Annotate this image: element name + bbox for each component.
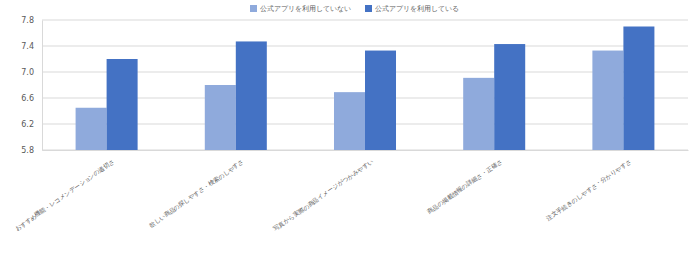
y-axis: 5.8 6.2 6.6 7.0 7.4 7.8 (21, 16, 42, 155)
x-tick-label: 写真から実際の商品イメージがつかみやすい (272, 157, 375, 232)
bars (76, 27, 655, 151)
grid (42, 20, 688, 150)
bar (107, 59, 138, 150)
x-tick-label: 欲しい商品の探しやすさ・検索のしやすさ (147, 157, 245, 229)
y-tick-label: 7.4 (21, 42, 34, 51)
y-tick: 7.8 (21, 16, 42, 25)
bar (463, 78, 494, 150)
x-tick-label: おすすめ機能・レコメンデーションの適切さ (13, 157, 116, 232)
bar (494, 44, 525, 150)
bar (365, 51, 396, 150)
y-tick: 6.6 (21, 94, 42, 103)
y-tick: 5.8 (21, 146, 42, 155)
legend-swatch (250, 5, 257, 12)
bar (623, 27, 654, 151)
bar (205, 85, 236, 150)
x-tick: おすすめ機能・レコメンデーションの適切さ (13, 150, 116, 233)
x-tick: 商品の掲載情報の詳細さ・正確さ (426, 150, 504, 215)
legend-label: 公式アプリを利用している (375, 5, 459, 13)
legend-swatch (365, 5, 372, 12)
y-tick-label: 5.8 (21, 146, 34, 155)
series (76, 51, 624, 150)
y-axis-line (42, 21, 43, 151)
legend-item: 公式アプリを利用していない (250, 5, 351, 13)
legend-item: 公式アプリを利用している (365, 5, 459, 13)
grid-line (42, 20, 688, 21)
y-tick-label: 6.6 (21, 94, 34, 103)
y-tick-label: 7.0 (21, 68, 34, 77)
series (107, 27, 655, 151)
y-tick-label: 7.8 (21, 16, 34, 25)
legend-label: 公式アプリを利用していない (260, 5, 351, 13)
bar (236, 41, 267, 150)
bar (592, 51, 623, 150)
grid-line (42, 46, 688, 47)
y-tick: 7.4 (21, 42, 42, 51)
plot: 5.8 6.2 6.6 7.0 7.4 7.8 おすすめ機能・レコメンデーションの適切さ欲し… (13, 16, 688, 233)
x-axis: おすすめ機能・レコメンデーションの適切さ欲しい商品の探しやすさ・検索のしやすさ写… (13, 150, 688, 233)
x-tick: 欲しい商品の探しやすさ・検索のしやすさ (147, 150, 245, 229)
y-tick: 7.0 (21, 68, 42, 77)
x-tick-label: 注文手続きのしやすさ・分かりやすさ (545, 157, 633, 222)
x-tick: 写真から実際の商品イメージがつかみやすい (272, 150, 375, 233)
y-tick: 6.2 (21, 120, 42, 129)
chart: 5.8 6.2 6.6 7.0 7.4 7.8 おすすめ機能・レコメンデーションの適切さ欲し… (0, 0, 690, 269)
x-axis-line (43, 150, 689, 151)
x-tick: 注文手続きのしやすさ・分かりやすさ (545, 150, 633, 223)
y-tick-label: 6.2 (21, 120, 34, 129)
bar (76, 108, 107, 150)
bar (334, 92, 365, 150)
x-tick-label: 商品の掲載情報の詳細さ・正確さ (426, 157, 504, 214)
legend: 公式アプリを利用していない 公式アプリを利用している (250, 5, 459, 13)
